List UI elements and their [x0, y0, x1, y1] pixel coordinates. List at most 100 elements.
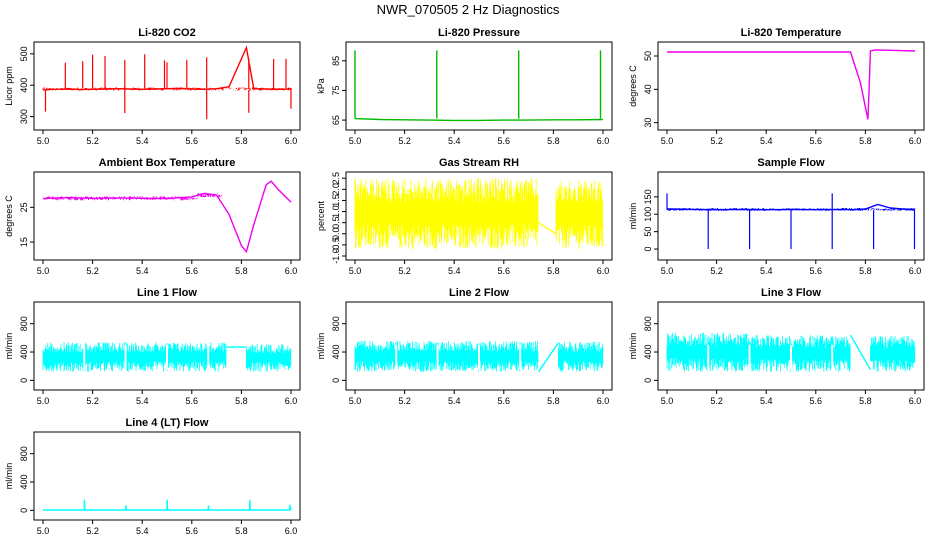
- y-tick-label: 300: [19, 109, 29, 124]
- x-tick-label: 6.0: [909, 136, 922, 146]
- data-spikes: [354, 50, 602, 119]
- x-tick-label: 5.8: [547, 136, 560, 146]
- data-band: [558, 341, 604, 372]
- data-gaps: [83, 344, 210, 370]
- x-tick-label: 5.6: [810, 396, 823, 406]
- x-tick-label: 5.4: [136, 526, 149, 536]
- x-tick-label: 5.8: [235, 266, 248, 276]
- y-tick-label: -1.0: [331, 248, 341, 264]
- panel-title: Ambient Box Temperature: [99, 157, 236, 169]
- x-tick-label: 5.0: [349, 396, 362, 406]
- x-tick-label: 5.4: [760, 136, 773, 146]
- y-axis-label: ml/min: [4, 463, 14, 490]
- y-tick-label: 400: [19, 345, 29, 360]
- panel-title: Gas Stream RH: [439, 157, 519, 169]
- y-tick-label: 1.5: [331, 194, 341, 207]
- y-axis-label: degrees C: [628, 65, 638, 107]
- x-tick-label: 5.4: [136, 396, 149, 406]
- y-tick-label: 0: [331, 378, 341, 383]
- y-tick-label: 500: [19, 46, 29, 61]
- panel-title: Sample Flow: [757, 157, 825, 169]
- x-tick-label: 5.2: [398, 266, 411, 276]
- plot-frame: [657, 41, 925, 131]
- x-tick-label: 5.2: [710, 266, 723, 276]
- x-tick-label: 5.8: [547, 396, 560, 406]
- x-tick-label: 5.4: [448, 266, 461, 276]
- data-line: [354, 117, 604, 122]
- y-tick-label: 0: [19, 378, 29, 383]
- y-tick-label: 100: [643, 207, 653, 222]
- plot-frame: [657, 171, 925, 261]
- panel-5: Gas Stream RH5.0 5.2 5.4 5.6 5.8 6.0-1.0-0.50…: [316, 157, 613, 276]
- data-spikes: [666, 193, 916, 249]
- x-tick-label: 6.0: [285, 266, 298, 276]
- panel-title: Line 4 (LT) Flow: [126, 417, 209, 429]
- data-line: [43, 499, 292, 511]
- x-tick-label: 5.6: [498, 266, 511, 276]
- x-tick-label: 5.6: [186, 266, 199, 276]
- plot-frame: [345, 41, 613, 131]
- x-tick-label: 5.2: [86, 266, 99, 276]
- y-tick-label: 0.5: [331, 216, 341, 229]
- x-tick-label: 5.0: [37, 266, 50, 276]
- x-tick-label: 5.8: [235, 526, 248, 536]
- y-tick-label: 25: [19, 202, 29, 212]
- x-tick-label: 5.2: [710, 396, 723, 406]
- data-band: [246, 343, 292, 372]
- x-tick-label: 5.0: [661, 136, 674, 146]
- x-tick-label: 5.4: [448, 136, 461, 146]
- y-tick-label: 0: [643, 247, 653, 252]
- x-tick-label: 6.0: [285, 136, 298, 146]
- data-line: [42, 180, 292, 254]
- panel-8: Line 2 Flow 5.0 5.2 5.4 5.6 5.8 6.0 0 400 800 ml/m…: [316, 287, 613, 406]
- x-tick-label: 5.0: [349, 136, 362, 146]
- x-tick-label: 5.2: [398, 136, 411, 146]
- x-tick-label: 6.0: [597, 396, 610, 406]
- x-tick-label: 5.6: [186, 396, 199, 406]
- x-tick-label: 5.8: [859, 396, 872, 406]
- y-axis-label: ml/min: [4, 333, 14, 360]
- data-spikes: [42, 54, 292, 120]
- y-tick-label: 85: [331, 56, 341, 66]
- y-tick-label: 2.5: [331, 172, 341, 185]
- panel-2: Li-820 Pressure 5.0 5.2 5.4 5.6 5.8 6.0 65 75 85 k…: [316, 27, 613, 146]
- y-axis-label: ml/min: [628, 203, 638, 230]
- y-axis-label: ml/min: [316, 333, 326, 360]
- x-tick-label: 5.4: [760, 266, 773, 276]
- x-tick-label: 6.0: [285, 526, 298, 536]
- y-tick-label: 0.0: [331, 228, 341, 241]
- y-tick-label: 400: [19, 78, 29, 93]
- plot-frame: [657, 301, 925, 391]
- y-axis-label: ml/min: [628, 333, 638, 360]
- x-tick-label: 5.8: [547, 266, 560, 276]
- y-axis-label: Licor ppm: [4, 66, 14, 106]
- x-tick-label: 6.0: [597, 266, 610, 276]
- y-tick-label: 800: [331, 316, 341, 331]
- x-tick-label: 5.0: [349, 266, 362, 276]
- data-band: [666, 332, 749, 372]
- panel-title: Line 1 Flow: [137, 287, 197, 299]
- y-tick-label: 0: [19, 508, 29, 513]
- data-gaps: [395, 344, 522, 370]
- x-tick-label: 5.4: [136, 266, 149, 276]
- y-tick-label: 65: [331, 115, 341, 125]
- panel-1: Li-820 CO2 5.0 5.2 5.4 5.6 5.8 6.0 300 400 500 Lic…: [4, 27, 301, 146]
- x-tick-label: 6.0: [909, 396, 922, 406]
- y-tick-label: 2.0: [331, 183, 341, 196]
- x-tick-label: 5.4: [136, 136, 149, 146]
- y-tick-label: 400: [331, 345, 341, 360]
- x-tick-label: 5.6: [810, 266, 823, 276]
- y-tick-label: 50: [643, 227, 653, 237]
- data-line: [667, 49, 916, 120]
- y-tick-label: 800: [19, 316, 29, 331]
- y-tick-label: 400: [643, 345, 653, 360]
- x-tick-label: 5.8: [859, 266, 872, 276]
- x-tick-label: 5.2: [86, 526, 99, 536]
- y-tick-label: 150: [643, 189, 653, 204]
- y-tick-label: 40: [643, 84, 653, 94]
- x-tick-label: 5.6: [186, 136, 199, 146]
- x-tick-label: 5.8: [235, 396, 248, 406]
- x-tick-label: 5.6: [498, 136, 511, 146]
- plot-frame: [33, 171, 301, 261]
